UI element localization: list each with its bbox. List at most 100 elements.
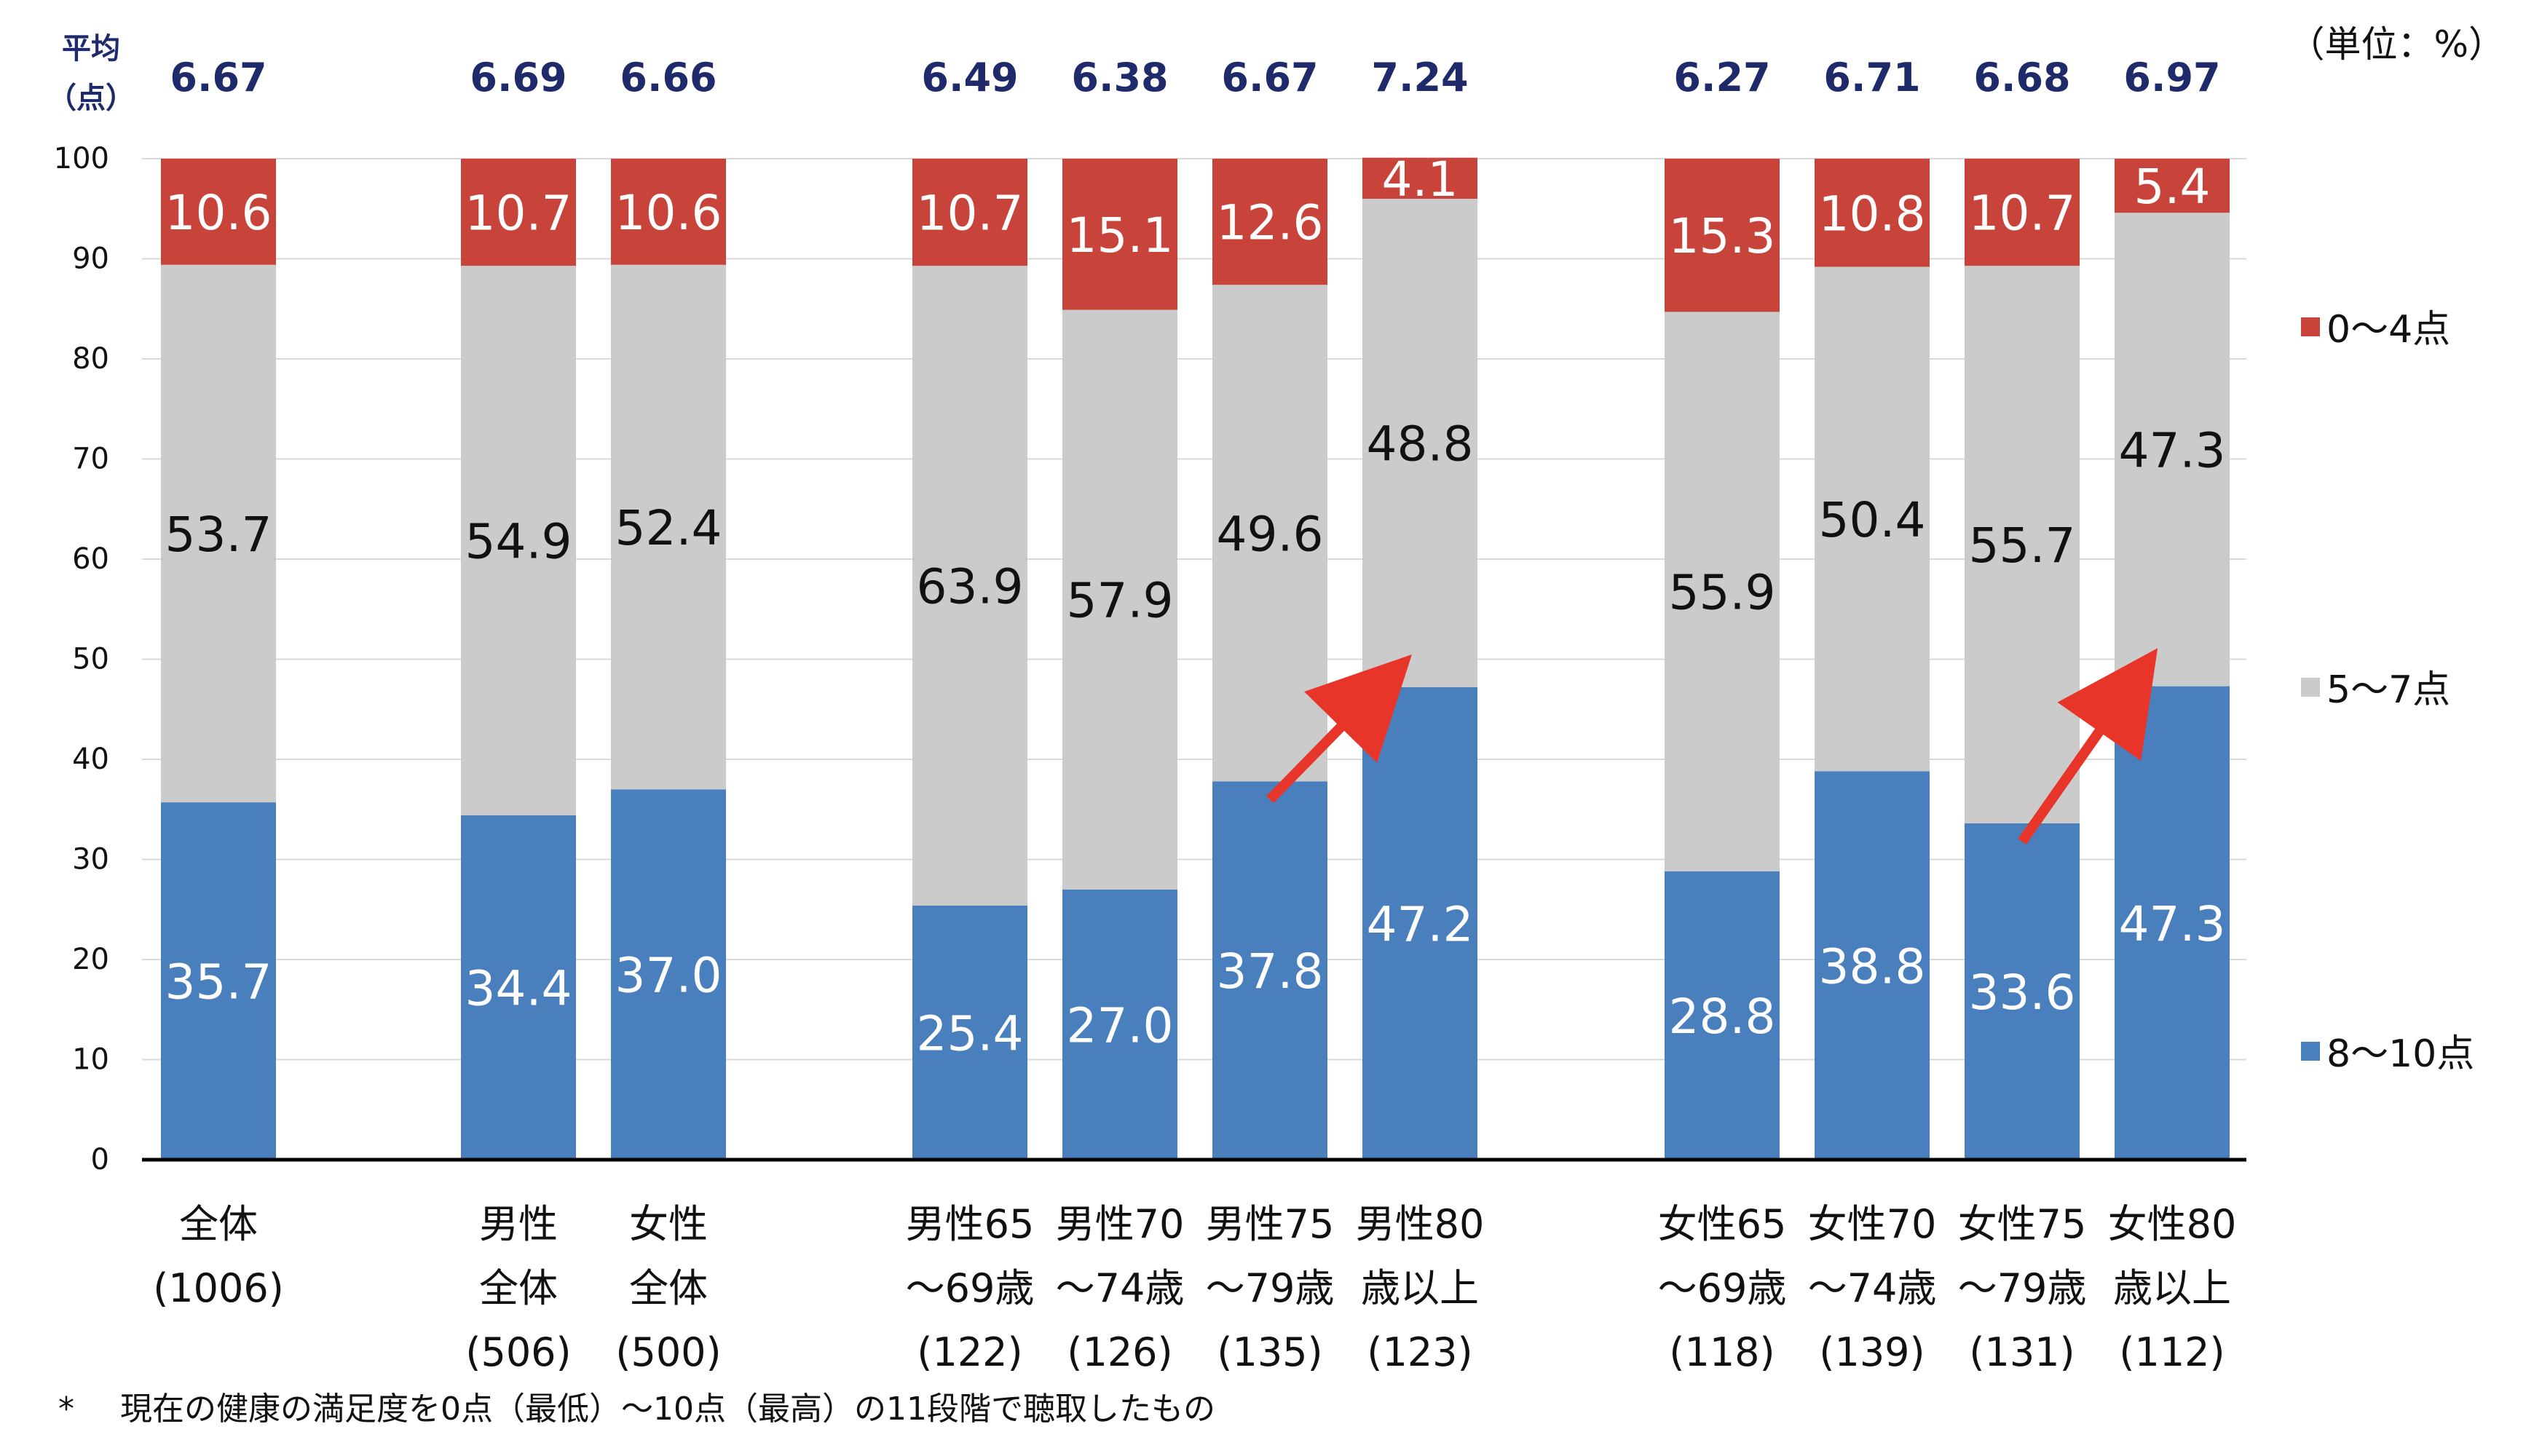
x-axis-labels: 全体(1006)男性全体(506)女性全体(500)男性65～69歳(122)男…	[153, 1201, 2236, 1375]
x-tick-label: (118)	[1669, 1329, 1775, 1375]
bar-segment	[1965, 823, 2080, 1160]
average-score: 6.67	[1221, 55, 1318, 100]
average-score: 6.69	[470, 55, 567, 100]
average-score: 6.66	[620, 55, 717, 100]
x-tick-label: (500)	[615, 1329, 721, 1375]
gridlines	[142, 158, 2246, 1061]
unit-label: （単位：%）	[2288, 23, 2505, 66]
x-tick-label: ～69歳	[906, 1265, 1035, 1311]
bar-segment	[1815, 159, 1930, 267]
x-tick-label: (135)	[1217, 1329, 1322, 1375]
legend-swatch	[2301, 1042, 2320, 1061]
x-tick-label: (112)	[2119, 1329, 2225, 1375]
highlight-arrow	[1266, 654, 1412, 804]
legend-label: 5～7点	[2326, 668, 2450, 712]
bar-segment	[1062, 889, 1177, 1160]
average-score: 6.68	[1973, 55, 2070, 100]
legend-swatch	[2301, 317, 2320, 336]
x-tick-label: 男性75	[1206, 1201, 1335, 1247]
average-score: 6.97	[2123, 55, 2220, 100]
x-tick-label: (122)	[917, 1329, 1022, 1375]
legend-label: 0～4点	[2326, 308, 2450, 352]
data-label: 12.6	[1217, 195, 1324, 251]
data-label: 10.7	[917, 186, 1024, 242]
data-label: 25.4	[917, 1005, 1024, 1061]
data-label: 47.2	[1367, 897, 1474, 953]
data-label: 10.8	[1819, 186, 1926, 242]
data-label: 37.0	[615, 948, 722, 1004]
bar-segment	[161, 159, 276, 265]
x-tick-label: ～69歳	[1658, 1265, 1787, 1311]
x-tick-label: ～74歳	[1056, 1265, 1185, 1311]
bar-segment	[1062, 309, 1177, 890]
average-score: 6.49	[921, 55, 1018, 100]
data-label: 5.4	[2134, 159, 2211, 215]
bar-segment	[1665, 871, 1780, 1160]
y-tick-label: 40	[72, 743, 109, 776]
bar-segment	[1815, 771, 1930, 1160]
legend: 0～4点 5～7点 8～10点	[2301, 308, 2474, 1076]
data-label: 10.7	[465, 186, 572, 242]
x-tick-label: (131)	[1969, 1329, 2075, 1375]
bar-segment	[611, 789, 726, 1160]
bars	[161, 157, 2230, 1160]
data-label: 4.1	[1382, 151, 1459, 207]
data-label: 15.3	[1669, 208, 1776, 264]
bar-segment	[1815, 266, 1930, 772]
x-tick-label: ～79歳	[1958, 1265, 2087, 1311]
average-heading-line1: 平均	[62, 32, 120, 66]
data-label: 55.7	[1969, 518, 2076, 574]
footnote: 現在の健康の満足度を0点（最低）～10点（最高）の11段階で聴取したもの	[120, 1390, 1215, 1428]
data-label: 57.9	[1067, 573, 1174, 629]
bar-segment	[912, 266, 1027, 906]
data-label: 10.6	[615, 185, 722, 241]
bar-segment	[1062, 159, 1177, 310]
data-label: 55.9	[1669, 565, 1776, 621]
data-label: 37.8	[1217, 943, 1324, 1000]
data-label: 15.1	[1067, 207, 1174, 264]
data-label: 34.4	[465, 961, 572, 1017]
data-label: 35.7	[165, 954, 272, 1010]
bar-segment	[461, 815, 576, 1160]
bar-segment	[1212, 781, 1327, 1160]
x-tick-label: (506)	[465, 1329, 571, 1375]
y-tick-label: 100	[54, 142, 109, 175]
y-tick-label: 10	[72, 1043, 109, 1077]
y-tick-label: 90	[72, 242, 109, 276]
x-tick-label: (126)	[1067, 1329, 1172, 1375]
x-tick-label: 女性75	[1958, 1201, 2087, 1247]
x-tick-label: 歳以上	[1361, 1265, 1479, 1311]
x-tick-label: 全体	[179, 1201, 258, 1247]
bar-segment	[161, 802, 276, 1160]
data-label: 10.6	[165, 185, 272, 241]
y-tick-label: 60	[72, 542, 109, 576]
x-tick-label: 男性	[479, 1201, 558, 1247]
y-tick-label: 70	[72, 443, 109, 476]
bar-segment	[461, 159, 576, 266]
x-tick-label: 全体	[629, 1265, 708, 1311]
x-tick-label: (139)	[1819, 1329, 1925, 1375]
data-label: 47.3	[2119, 422, 2226, 478]
x-tick-label: (1006)	[153, 1265, 284, 1311]
x-tick-label: 女性80	[2108, 1201, 2237, 1247]
x-tick-label: 男性65	[906, 1201, 1035, 1247]
bar-segment	[2115, 686, 2230, 1160]
highlight-arrow	[2018, 648, 2158, 845]
x-tick-label: ～79歳	[1206, 1265, 1335, 1311]
data-label: 63.9	[917, 558, 1024, 614]
data-label: 33.6	[1969, 965, 2076, 1021]
data-label: 53.7	[165, 507, 272, 563]
x-tick-label: ～74歳	[1808, 1265, 1937, 1311]
average-score: 6.38	[1071, 55, 1168, 100]
bar-segment	[1212, 159, 1327, 285]
bar-segment	[912, 905, 1027, 1160]
average-heading-line2: （点）	[47, 82, 135, 115]
x-tick-label: 男性70	[1056, 1201, 1185, 1247]
data-label: 50.4	[1819, 492, 1926, 548]
bar-segment	[1665, 312, 1780, 871]
x-tick-label: 女性70	[1808, 1201, 1937, 1247]
average-score: 6.27	[1673, 55, 1770, 100]
data-label: 49.6	[1217, 506, 1324, 562]
x-tick-label: 女性	[629, 1201, 708, 1247]
